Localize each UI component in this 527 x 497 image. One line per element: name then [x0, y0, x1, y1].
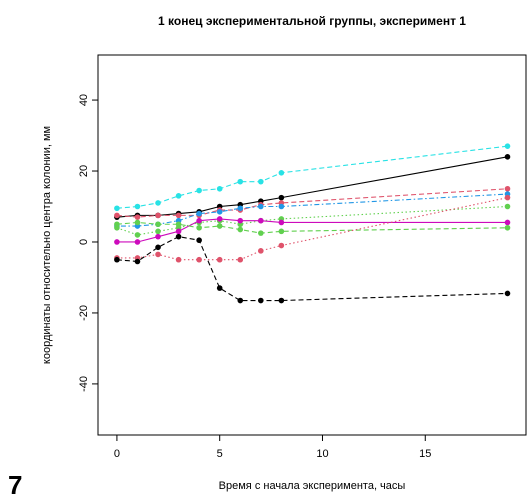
- data-point: [258, 248, 264, 254]
- data-point: [504, 203, 511, 210]
- panel-label: 7: [8, 470, 22, 497]
- data-point: [258, 297, 264, 304]
- data-point: [155, 228, 161, 235]
- series-line: [116, 156, 508, 218]
- data-point: [237, 297, 244, 304]
- data-point: [155, 212, 161, 219]
- data-point: [258, 230, 264, 236]
- data-point: [175, 212, 182, 219]
- y-tick-label: 40: [78, 94, 90, 106]
- data-point: [216, 223, 223, 229]
- series-line: [116, 188, 508, 218]
- data-point: [114, 221, 120, 228]
- data-point: [196, 217, 202, 224]
- data-point: [237, 205, 244, 212]
- data-point: [504, 154, 511, 160]
- data-point: [216, 216, 223, 222]
- y-tick-label: 20: [78, 165, 90, 177]
- series-line: [116, 205, 508, 236]
- data-point: [504, 290, 511, 297]
- series-line: [116, 236, 508, 302]
- data-point: [504, 194, 511, 201]
- data-point: [134, 203, 141, 210]
- y-tick-label: -40: [78, 376, 90, 392]
- data-point: [278, 297, 285, 304]
- x-tick-label: 10: [316, 448, 328, 460]
- data-point: [114, 256, 120, 263]
- data-point: [175, 228, 182, 235]
- data-point: [258, 217, 264, 224]
- data-point: [237, 178, 244, 185]
- data-point: [134, 239, 141, 245]
- plot-frame: [97, 54, 527, 436]
- data-point: [278, 242, 285, 249]
- data-point: [504, 185, 511, 192]
- series-line: [116, 218, 508, 243]
- data-point: [278, 219, 285, 226]
- data-point: [258, 203, 264, 210]
- data-point: [175, 233, 182, 240]
- x-tick-label: 0: [114, 448, 120, 460]
- chart-title: 1 конец экспериментальной группы, экспер…: [158, 14, 466, 28]
- data-point: [134, 214, 141, 220]
- data-point: [504, 143, 511, 149]
- data-point: [216, 285, 223, 291]
- data-point: [155, 244, 161, 251]
- data-point: [114, 239, 120, 245]
- data-point: [278, 203, 285, 210]
- data-point: [134, 219, 141, 226]
- data-point: [175, 193, 182, 199]
- data-point: [196, 237, 202, 244]
- data-point: [504, 224, 511, 231]
- data-point: [175, 256, 182, 263]
- data-point: [216, 209, 223, 215]
- y-axis-label: координаты относительно центра колонии, …: [41, 126, 53, 364]
- data-point: [134, 258, 141, 265]
- data-point: [216, 185, 223, 192]
- data-point: [114, 212, 120, 219]
- series-line: [116, 193, 508, 227]
- data-point: [114, 205, 120, 212]
- data-point: [196, 210, 202, 217]
- data-point: [278, 228, 285, 235]
- data-point: [278, 169, 285, 176]
- data-point: [196, 224, 202, 231]
- data-point: [216, 256, 223, 263]
- data-point: [155, 221, 161, 228]
- data-point: [196, 256, 202, 263]
- data-point: [237, 217, 244, 224]
- x-tick-label: 5: [217, 448, 223, 460]
- y-tick-label: 0: [78, 239, 90, 245]
- series-line: [116, 197, 508, 261]
- data-point: [196, 187, 202, 194]
- data-point: [504, 219, 511, 226]
- data-point: [155, 251, 161, 258]
- series-line: [116, 221, 508, 234]
- data-point: [155, 233, 161, 240]
- data-point: [258, 178, 264, 185]
- x-axis-label: Время с начала эксперимента, часы: [219, 480, 406, 492]
- y-tick-label: -20: [78, 305, 90, 321]
- data-point: [134, 232, 141, 238]
- series-line: [116, 145, 508, 209]
- x-tick-label: 15: [419, 448, 431, 460]
- data-point: [175, 221, 182, 228]
- data-point: [278, 194, 285, 201]
- data-point: [155, 200, 161, 206]
- data-point: [237, 256, 244, 263]
- data-point: [237, 226, 244, 233]
